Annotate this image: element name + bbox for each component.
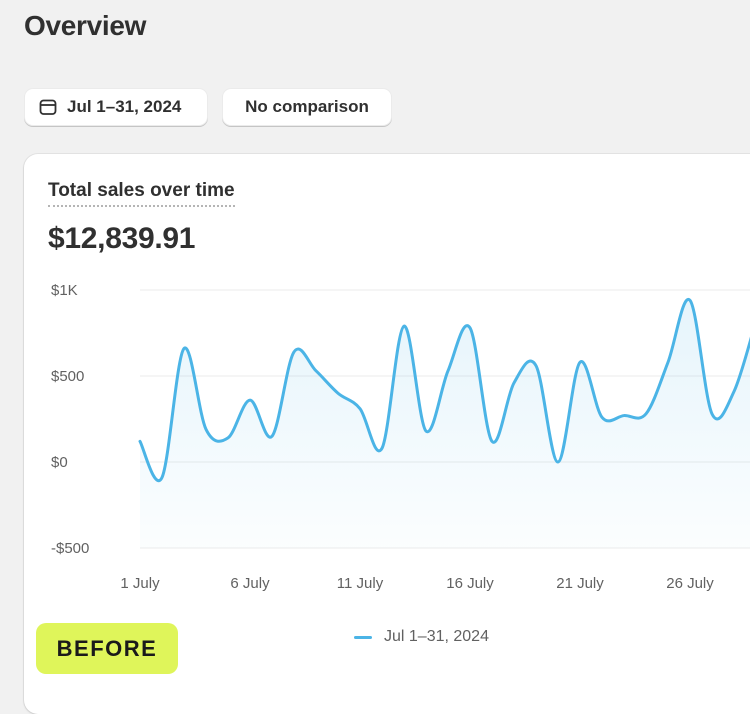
y-tick-label: $1K [51,282,78,299]
comparison-button[interactable]: No comparison [222,88,392,126]
series-line[interactable] [138,297,750,483]
data-point[interactable] [134,435,146,447]
data-point[interactable] [662,356,674,368]
data-point[interactable] [398,320,410,332]
data-point[interactable] [354,403,366,415]
data-point[interactable] [244,394,256,406]
data-point[interactable] [222,432,234,444]
data-point[interactable] [442,365,454,377]
data-point[interactable] [464,322,476,334]
x-tick-label: 1 July [120,575,160,592]
x-tick-label: 26 July [666,575,714,592]
data-point[interactable] [552,456,564,468]
data-point[interactable] [640,408,652,420]
before-badge: BEFORE [36,623,178,674]
x-tick-label: 21 July [556,575,604,592]
sales-line-chart: $1K $500 $0 -$500 1 July 6 July 11 July 16 July… [51,282,750,592]
data-point[interactable] [156,471,168,483]
data-point[interactable] [376,442,388,454]
data-point[interactable] [728,385,740,397]
chart-legend[interactable]: Jul 1–31, 2024 [354,628,489,646]
date-range-label: Jul 1–31, 2024 [67,97,182,116]
y-tick-label: $500 [51,368,84,385]
data-point[interactable] [288,346,300,358]
data-point[interactable] [596,411,608,423]
data-point[interactable] [618,410,630,422]
legend-label: Jul 1–31, 2024 [384,628,489,645]
metric-label[interactable]: Total sales over time [48,180,235,207]
data-point[interactable] [574,356,586,368]
date-range-button[interactable]: Jul 1–31, 2024 [24,88,208,126]
calendar-icon [38,97,58,117]
series-area [140,299,750,548]
data-point[interactable] [310,365,322,377]
y-tick-label: $0 [51,454,68,471]
data-point[interactable] [706,408,718,420]
comparison-label: No comparison [245,97,369,116]
data-point[interactable] [684,294,696,306]
y-tick-label: -$500 [51,540,89,557]
data-point[interactable] [332,387,344,399]
data-point[interactable] [266,430,278,442]
data-point[interactable] [200,423,212,435]
page-title: Overview [24,10,147,41]
data-point[interactable] [178,342,190,354]
x-tick-label: 16 July [446,575,494,592]
data-point[interactable] [530,360,542,372]
data-point[interactable] [508,377,520,389]
data-point[interactable] [486,435,498,447]
x-tick-label: 6 July [230,575,270,592]
sales-chart-card: Total sales over time $12,839.91 $1K $500… [24,154,750,714]
data-point[interactable] [420,425,432,437]
x-tick-label: 11 July [337,575,384,592]
metric-value: $12,839.91 [48,222,196,255]
legend-swatch [354,635,372,639]
